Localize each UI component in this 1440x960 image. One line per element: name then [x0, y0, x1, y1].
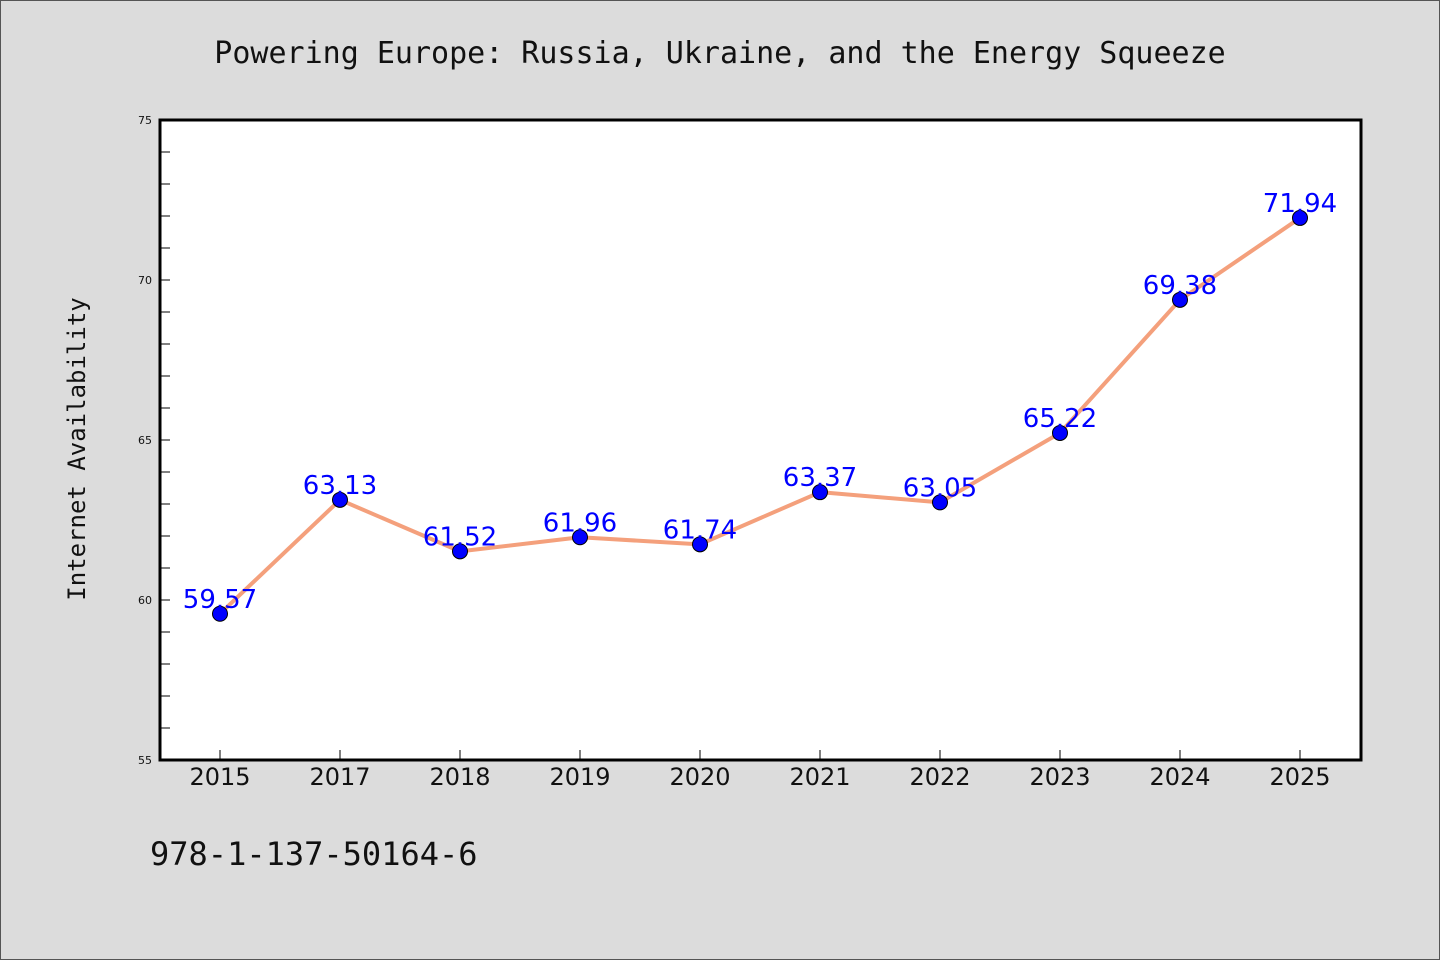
data-point [812, 484, 828, 501]
x-tick-label: 2017 [309, 763, 370, 791]
y-axis-label: Internet Availability [63, 297, 91, 600]
x-tick-label: 2015 [189, 763, 250, 791]
data-label: 71.94 [1263, 189, 1337, 219]
y-tick-label: 75 [138, 114, 152, 127]
x-tick-label: 2018 [429, 763, 490, 791]
x-tick-label: 2021 [789, 763, 850, 791]
plot-border [158, 118, 1363, 762]
data-label: 63.37 [783, 463, 857, 493]
data-point [452, 543, 468, 560]
data-label: 63.05 [903, 473, 977, 503]
data-point [572, 529, 588, 546]
isbn-footnote: 978-1-137-50164-6 [150, 835, 478, 873]
data-label: 63.13 [303, 471, 377, 501]
x-tick-label: 2024 [1149, 763, 1210, 791]
data-point [1052, 424, 1068, 441]
data-point [1292, 209, 1308, 226]
data-label: 69.38 [1143, 271, 1217, 301]
x-tick-label: 2022 [909, 763, 970, 791]
chart-marks: 55 60 65 70 75 2015 2017 2018 2019 2020 2021 2022 20… [138, 114, 1337, 791]
data-label: 65.22 [1023, 404, 1097, 434]
x-tick-label: 2025 [1269, 763, 1330, 791]
y-tick-label: 70 [138, 274, 152, 287]
data-point [332, 491, 348, 508]
data-label: 61.74 [663, 515, 737, 545]
data-point [692, 536, 708, 553]
data-point [932, 494, 948, 511]
x-tick-label: 2019 [549, 763, 610, 791]
y-tick-label: 65 [138, 434, 152, 447]
data-point [1172, 291, 1188, 308]
data-point [212, 605, 228, 622]
data-label: 61.52 [423, 522, 497, 552]
plot-area [160, 120, 1361, 760]
series-line [218, 215, 1302, 616]
y-tick-label: 55 [138, 754, 152, 767]
data-label: 61.96 [543, 508, 617, 538]
x-tick-label: 2023 [1029, 763, 1090, 791]
y-tick-label: 60 [138, 594, 152, 607]
chart-title: Powering Europe: Russia, Ukraine, and th… [214, 36, 1225, 71]
data-label: 59.57 [183, 585, 257, 615]
x-tick-label: 2020 [669, 763, 730, 791]
